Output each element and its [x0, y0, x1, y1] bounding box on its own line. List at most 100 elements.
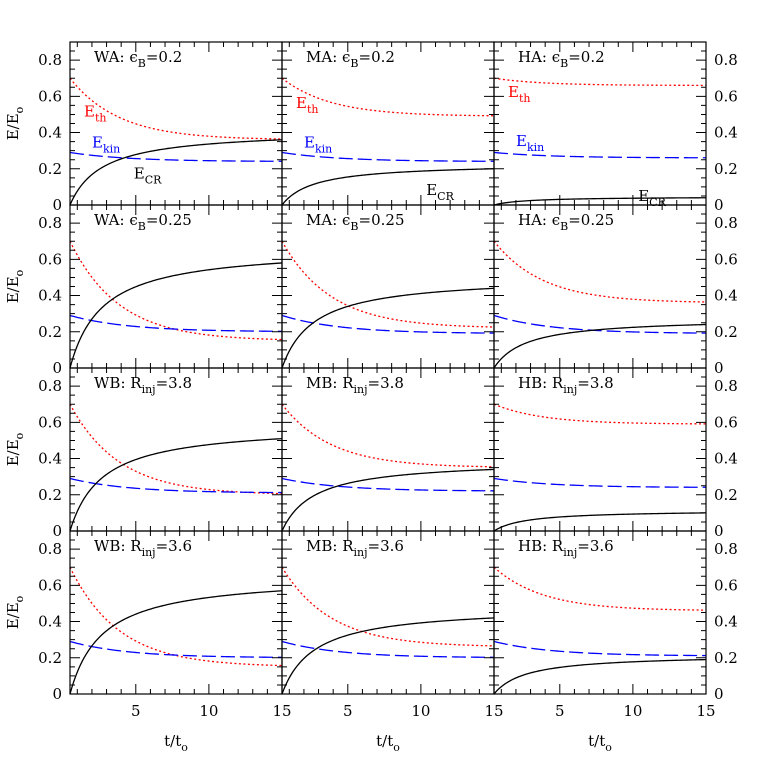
y-tick-label: 0.6 [714, 87, 738, 105]
y-tick-label: 0.4 [714, 287, 738, 305]
y-tick-label: 0.4 [714, 450, 738, 468]
x-tick-label: 15 [272, 702, 291, 720]
panel-frame [281, 367, 495, 532]
series-line-e-cr [282, 468, 494, 531]
series-line-e-kin [494, 640, 706, 657]
x-axis-title: t/to [588, 732, 612, 754]
y-tick-label: 0.6 [38, 576, 62, 594]
panel-frame [281, 204, 495, 369]
y-tick-label: 0.2 [38, 649, 62, 667]
y-axis-title: E/Eo [4, 269, 26, 303]
y-tick-label: 0 [52, 196, 62, 214]
y-tick-label: 0 [52, 685, 62, 703]
panel-WB-Rinj-3.8: WB: Rinj=3.8 0 0.2 0.4 0.6 0.8 E/Eo [4, 367, 283, 540]
series-label-e-kin: Ekin [92, 133, 120, 155]
y-tick-label: 0.6 [714, 413, 738, 431]
series-label-e-th: Eth [84, 103, 106, 125]
panel-frame [493, 367, 707, 532]
series-line-e-kin [494, 477, 706, 488]
panel-title: WB: Rinj=3.8 [94, 374, 192, 396]
y-tick-label: 0.8 [38, 214, 62, 232]
panel-title: WB: Rinj=3.6 [94, 537, 192, 559]
panel-MB-Rinj-3.8: MB: Rinj=3.8 [281, 367, 495, 532]
axis-ticks [282, 367, 495, 532]
panel-title: WA: ϵB=0.2 [94, 48, 182, 70]
axis-ticks [494, 367, 707, 532]
y-tick-label: 0.2 [714, 486, 738, 504]
panel-frame [281, 41, 495, 206]
x-tick-label: 5 [343, 702, 353, 720]
panel-frame [69, 530, 283, 695]
panel-frame [493, 530, 707, 695]
x-axis-title: t/to [164, 732, 188, 754]
x-tick-label: 5 [131, 702, 141, 720]
axis-ticks [282, 204, 495, 369]
x-tick-label: 15 [484, 702, 503, 720]
series-line-e-th [70, 566, 282, 667]
panel-title: HA: ϵB=0.2 [518, 48, 605, 70]
series-line-e-kin [70, 151, 282, 162]
panel-title: MA: ϵB=0.2 [306, 48, 395, 70]
y-tick-label: 0.6 [38, 413, 62, 431]
panel-MA-eB-0.2: MA: ϵB=0.2 Eth Ekin ECR [281, 41, 495, 206]
y-tick-label: 0 [714, 522, 724, 540]
x-tick-label: 15 [696, 702, 715, 720]
y-tick-label: 0.6 [714, 250, 738, 268]
panel-title: HA: ϵB=0.25 [518, 211, 614, 233]
series-line-e-kin [70, 477, 282, 494]
x-tick-label: 10 [623, 702, 642, 720]
y-tick-label: 0.4 [714, 613, 738, 631]
y-tick-label: 0.2 [38, 323, 62, 341]
y-tick-label: 0.6 [38, 87, 62, 105]
series-label-e-kin: Ekin [516, 132, 544, 154]
x-tick-label: 10 [411, 702, 430, 720]
series-line-e-th [70, 240, 282, 341]
series-label-e-cr: ECR [426, 181, 454, 203]
panel-title: MB: Rinj=3.6 [306, 537, 404, 559]
x-axis-title: t/to [376, 732, 400, 754]
series-line-e-kin [282, 640, 494, 658]
series-line-e-cr [70, 139, 282, 205]
y-tick-label: 0 [714, 196, 724, 214]
axis-ticks [70, 530, 283, 695]
series-line-e-cr [70, 590, 282, 694]
y-tick-label: 0.2 [714, 323, 738, 341]
y-tick-label: 0.2 [38, 486, 62, 504]
series-line-e-th [70, 77, 282, 140]
y-tick-label: 0.8 [38, 377, 62, 395]
series-line-e-th [282, 77, 494, 117]
panel-WB-Rinj-3.6: WB: Rinj=3.6 0 0.2 0.4 0.6 0.8 E/Eo 5 10 15 t/to [4, 530, 292, 754]
axis-ticks [282, 41, 495, 206]
series-line-e-th [494, 566, 706, 611]
panel-frame [493, 41, 707, 206]
series-line-e-kin [282, 314, 494, 334]
series-line-e-cr [70, 262, 282, 368]
y-tick-label: 0.4 [714, 124, 738, 142]
y-tick-label: 0.4 [38, 450, 62, 468]
series-line-e-cr [282, 617, 494, 694]
series-line-e-kin [70, 314, 282, 332]
x-tick-label: 10 [199, 702, 218, 720]
y-tick-label: 0 [714, 359, 724, 377]
series-line-e-th [282, 566, 494, 647]
panel-frame [69, 204, 283, 369]
panel-frame [281, 530, 495, 695]
axis-ticks [494, 41, 707, 206]
series-line-e-cr [70, 437, 282, 531]
panel-MB-Rinj-3.6: MB: Rinj=3.6 5 10 15 t/to [281, 530, 504, 754]
panel-title: WA: ϵB=0.25 [94, 211, 192, 233]
y-tick-label: 0.8 [714, 51, 738, 69]
y-tick-label: 0 [714, 685, 724, 703]
series-line-e-kin [70, 640, 282, 658]
series-line-e-cr [282, 287, 494, 368]
y-tick-label: 0 [52, 359, 62, 377]
y-tick-label: 0 [52, 522, 62, 540]
panel-HA-eB-0.25: HA: ϵB=0.25 0 0.2 0.4 0.6 0.8 [493, 204, 738, 377]
series-line-e-cr [494, 658, 706, 694]
y-tick-label: 0.2 [38, 160, 62, 178]
panel-HB-Rinj-3.8: HB: Rinj=3.8 0 0.2 0.4 0.6 0.8 [493, 367, 738, 540]
series-line-e-kin [494, 151, 706, 159]
y-tick-label: 0.2 [714, 649, 738, 667]
axis-ticks [282, 530, 495, 695]
